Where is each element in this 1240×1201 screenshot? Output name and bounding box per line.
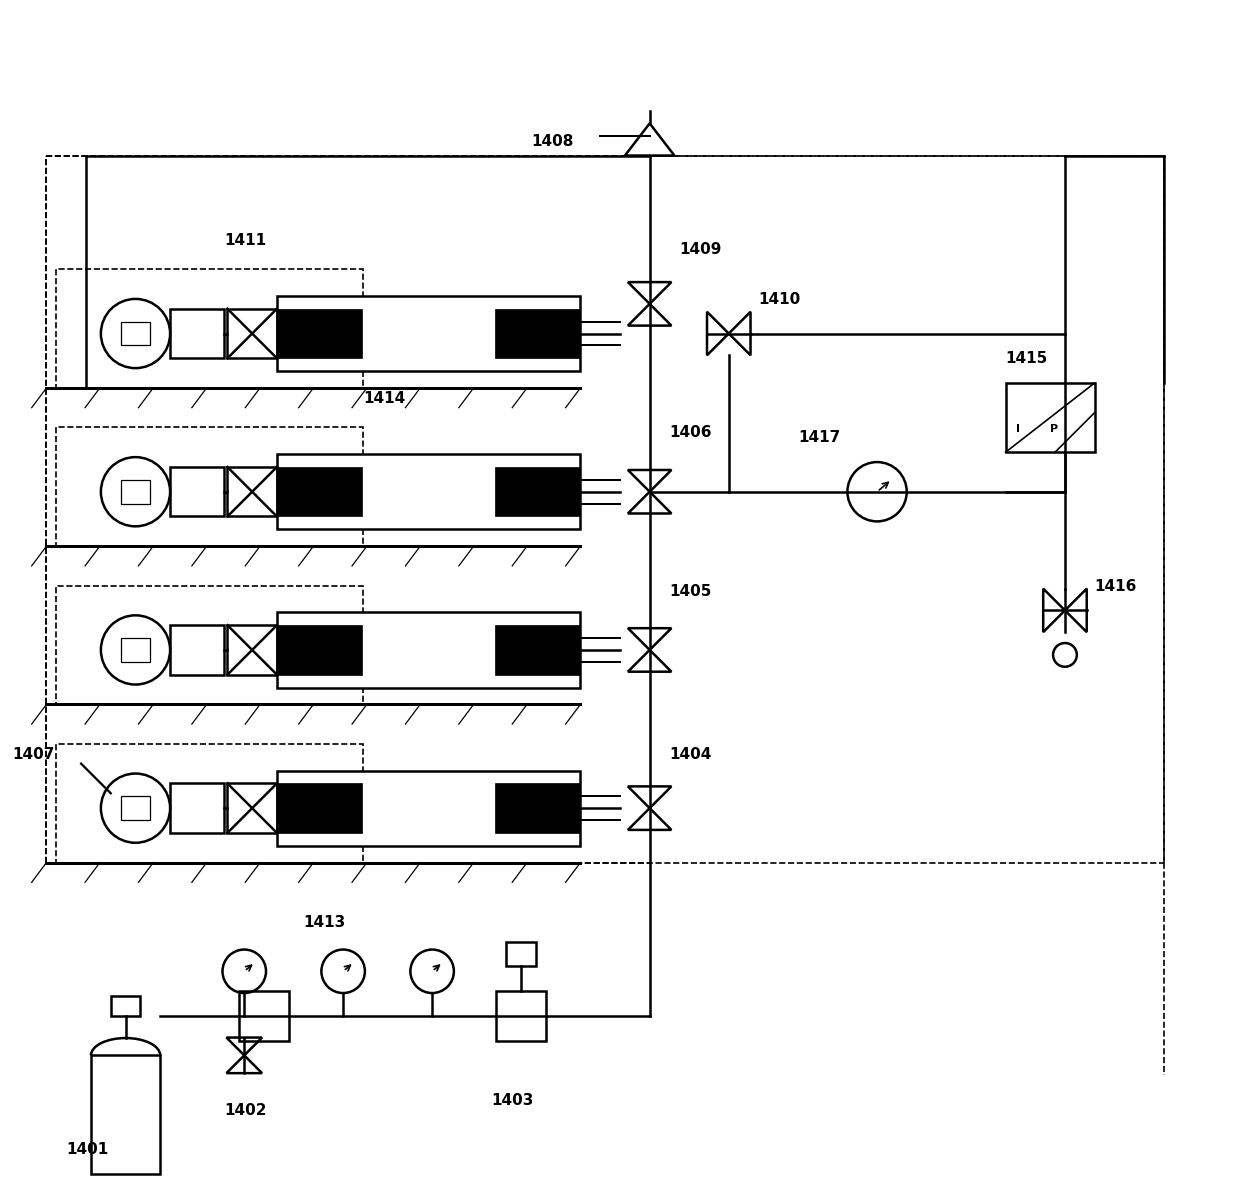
Bar [170,309,224,358]
Bar [56,743,363,862]
Text: 1415: 1415 [1006,351,1048,366]
Text: 1401: 1401 [66,1142,109,1158]
Bar [277,626,362,675]
Bar [227,309,277,358]
Bar [120,638,150,662]
Bar [277,771,580,846]
Bar [496,626,580,675]
Bar [277,783,362,832]
Bar [496,309,580,358]
Text: 1411: 1411 [224,233,267,247]
Text: 1408: 1408 [531,133,573,149]
Text: 1413: 1413 [304,915,346,930]
Bar [496,467,580,516]
Text: I: I [1016,424,1019,435]
Bar [277,295,580,371]
Bar [277,613,580,687]
Bar [120,480,150,503]
Bar [227,467,277,516]
Bar [120,322,150,346]
Text: 1403: 1403 [491,1093,534,1107]
Bar [496,991,546,1040]
Text: 1409: 1409 [680,243,722,257]
Bar [239,991,289,1040]
Bar [277,454,580,530]
Bar [56,428,363,546]
Bar [170,783,224,832]
Bar [227,626,277,675]
Text: 1406: 1406 [670,425,712,441]
Bar [110,996,140,1016]
Bar [56,586,363,704]
Text: 1417: 1417 [799,430,841,446]
Bar [56,269,363,388]
Bar [120,796,150,820]
Text: 1407: 1407 [12,747,55,761]
Bar [496,783,580,832]
Text: 1405: 1405 [670,584,712,598]
Bar [170,467,224,516]
Bar [227,783,277,832]
Bar [277,467,362,516]
Text: 1402: 1402 [224,1103,267,1118]
Text: 1414: 1414 [363,390,405,406]
Text: 1416: 1416 [1095,579,1137,593]
Bar [1006,383,1095,453]
Text: P: P [1050,424,1058,435]
Bar [170,626,224,675]
Bar [91,1056,160,1175]
Bar [506,942,536,967]
Text: 1404: 1404 [670,747,712,761]
Text: 1410: 1410 [759,292,801,307]
Bar [277,309,362,358]
